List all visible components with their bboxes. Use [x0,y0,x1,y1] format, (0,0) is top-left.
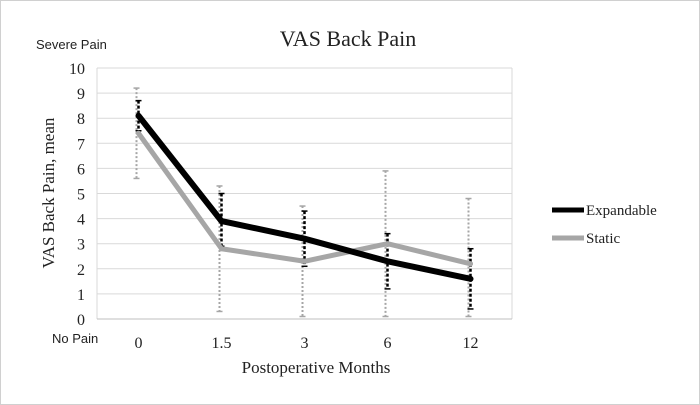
y-axis-label: VAS Back Pain, mean [39,117,58,268]
y-tick-label-7: 7 [77,136,85,153]
data-point-static-0 [136,130,141,136]
y-tick-label-3: 3 [77,237,85,254]
data-point-expandable-1 [219,218,224,224]
severe-pain-label: Severe Pain [36,37,107,52]
data-point-static-4 [468,261,473,267]
x-tick-label-6: 6 [384,335,392,352]
data-point-static-1 [219,246,224,252]
y-tick-label-8: 8 [77,111,85,128]
y-tick-label-1: 1 [77,287,85,304]
y-tick-label-5: 5 [77,187,85,204]
chart-title: VAS Back Pain [280,26,417,51]
no-pain-label: No Pain [52,331,98,346]
legend-label-expandable: Expandable [586,203,657,219]
x-tick-label-3: 3 [301,335,309,352]
series-lines [135,112,474,282]
gridlines [96,67,513,320]
x-tick-label-1-5: 1.5 [212,335,232,352]
data-point-static-2 [302,258,307,264]
data-point-expandable-3 [385,258,390,264]
x-tick-label-0: 0 [135,335,143,352]
y-tick-label-9: 9 [77,86,85,103]
y-tick-label-6: 6 [77,161,85,178]
y-tick-label-10: 10 [69,61,85,78]
y-tick-label-4: 4 [77,212,85,229]
data-point-static-3 [385,241,390,247]
legend: Expandable Static [552,203,657,247]
x-axis-label: Postoperative Months [242,358,391,377]
data-point-expandable-0 [136,113,141,119]
x-tick-label-12: 12 [463,335,479,352]
legend-label-static: Static [586,231,621,247]
data-point-expandable-4 [468,276,473,282]
y-tick-label-2: 2 [77,262,85,279]
y-tick-label-0: 0 [77,312,85,329]
data-point-expandable-2 [302,236,307,242]
